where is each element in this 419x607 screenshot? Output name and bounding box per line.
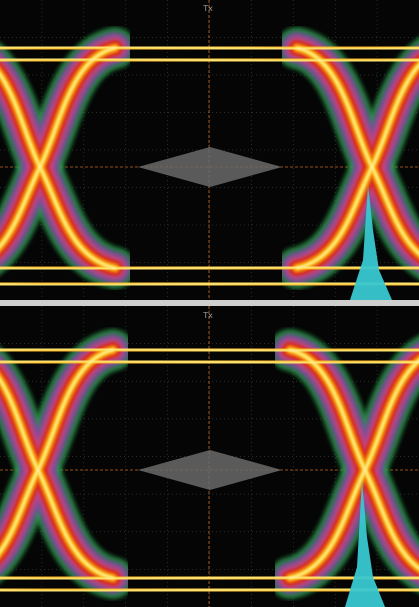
eye-trace xyxy=(0,348,419,352)
eye-trace xyxy=(296,64,419,269)
eye-panel xyxy=(0,0,419,300)
eye-trace xyxy=(0,576,419,580)
marker-label: Tx xyxy=(202,4,213,13)
eye-trace xyxy=(289,359,419,579)
mask-diamond xyxy=(138,147,282,187)
histogram xyxy=(345,480,385,607)
histogram xyxy=(350,185,392,300)
marker-label: Tx xyxy=(202,311,213,320)
eye-panel xyxy=(0,306,419,607)
eye-trace xyxy=(0,46,419,50)
eye-trace xyxy=(0,47,116,248)
eye-trace xyxy=(0,349,114,553)
mask-diamond xyxy=(138,450,282,490)
eye-trace xyxy=(0,360,419,364)
eye-trace xyxy=(0,58,419,62)
